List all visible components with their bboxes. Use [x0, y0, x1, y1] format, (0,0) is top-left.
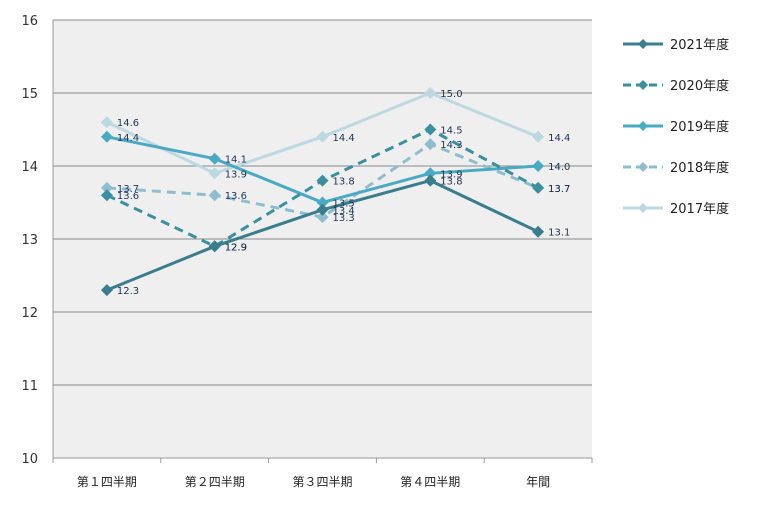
- legend-label: 2019年度: [670, 119, 729, 135]
- legend-item: 2019年度: [623, 119, 729, 135]
- y-tick-label: 12: [21, 306, 38, 321]
- data-point: [424, 138, 437, 151]
- y-tick-labels: 10 11 12 13 14 15 16: [21, 14, 38, 467]
- data-point: [208, 240, 221, 253]
- legend-item: 2020年度: [623, 78, 729, 94]
- data-label: 13.7: [548, 184, 570, 195]
- data-label: 12.9: [225, 242, 247, 253]
- data-point: [316, 196, 329, 209]
- data-label: 13.5: [333, 199, 355, 210]
- data-label: 13.8: [440, 177, 462, 188]
- data-label: 13.9: [225, 169, 247, 180]
- legend-label: 2021年度: [670, 37, 729, 53]
- data-point: [424, 167, 437, 180]
- x-tick-label: 第２四半期: [185, 475, 245, 489]
- data-point: [424, 174, 437, 187]
- data-point: [208, 189, 221, 202]
- legend-item: 2018年度: [623, 160, 729, 176]
- axes: [52, 20, 593, 463]
- x-tick-label: 第３四半期: [292, 475, 352, 489]
- x-tick-label: 第４四半期: [400, 475, 460, 489]
- legend-item: 2021年度: [623, 37, 729, 53]
- y-tick-label: 15: [21, 87, 38, 102]
- data-label: 13.6: [117, 191, 139, 202]
- data-label: 13.7: [117, 184, 139, 195]
- legend-item: 2017年度: [623, 201, 729, 217]
- y-tick-label: 16: [21, 14, 38, 29]
- legend-marker: [638, 203, 648, 213]
- data-point: [424, 123, 437, 136]
- data-label: 13.6: [225, 191, 247, 202]
- data-label: 14.0: [548, 162, 570, 173]
- data-label: 13.3: [333, 213, 355, 224]
- gridlines: [53, 19, 592, 386]
- y-tick-label: 14: [21, 160, 38, 175]
- data-label: 12.9: [225, 242, 247, 253]
- data-point: [316, 174, 329, 187]
- y-tick-label: 10: [21, 452, 38, 467]
- data-label: 14.4: [333, 133, 355, 144]
- data-point: [100, 116, 113, 129]
- data-point: [316, 203, 329, 216]
- legend-label: 2018年度: [670, 160, 729, 176]
- data-point: [208, 167, 221, 180]
- legend-marker: [638, 39, 648, 49]
- data-point: [532, 130, 545, 143]
- data-label: 14.4: [548, 133, 570, 144]
- legend-marker: [638, 162, 648, 172]
- legend-label: 2017年度: [670, 201, 729, 217]
- data-point: [316, 130, 329, 143]
- legend-marker: [638, 80, 648, 90]
- series-lines: [100, 87, 545, 297]
- data-point: [532, 225, 545, 238]
- x-tick-label: 第１四半期: [77, 475, 137, 489]
- data-label: 14.3: [440, 140, 462, 151]
- data-point: [100, 284, 113, 297]
- data-point: [208, 152, 221, 165]
- data-point: [100, 189, 113, 202]
- legend-marker: [638, 121, 648, 131]
- data-label: 14.6: [117, 118, 139, 129]
- y-tick-label: 13: [21, 233, 38, 248]
- data-label: 14.4: [117, 133, 139, 144]
- data-point: [100, 181, 113, 194]
- data-label: 12.3: [117, 286, 139, 297]
- legend: 2021年度 2020年度 2019年度 2018年度 2017年度: [623, 37, 729, 217]
- data-label: 14.1: [225, 155, 247, 166]
- data-label: 13.4: [333, 206, 355, 217]
- legend-label: 2020年度: [670, 78, 729, 94]
- data-labels: 14.613.914.415.014.413.713.613.314.313.7…: [117, 89, 570, 297]
- data-point: [316, 211, 329, 224]
- data-point: [532, 160, 545, 172]
- data-label: 13.7: [548, 184, 570, 195]
- data-point: [424, 87, 437, 99]
- x-tick-labels: 第１四半期 第２四半期 第３四半期 第４四半期 年間: [77, 475, 550, 489]
- data-point: [532, 181, 545, 194]
- x-tick-label: 年間: [526, 475, 550, 489]
- data-point: [100, 130, 113, 143]
- data-label: 13.9: [440, 169, 462, 180]
- data-label: 13.8: [333, 177, 355, 188]
- data-label: 15.0: [440, 89, 462, 100]
- data-label: 13.1: [548, 228, 570, 239]
- data-label: 14.5: [440, 126, 462, 137]
- y-tick-label: 11: [21, 379, 38, 394]
